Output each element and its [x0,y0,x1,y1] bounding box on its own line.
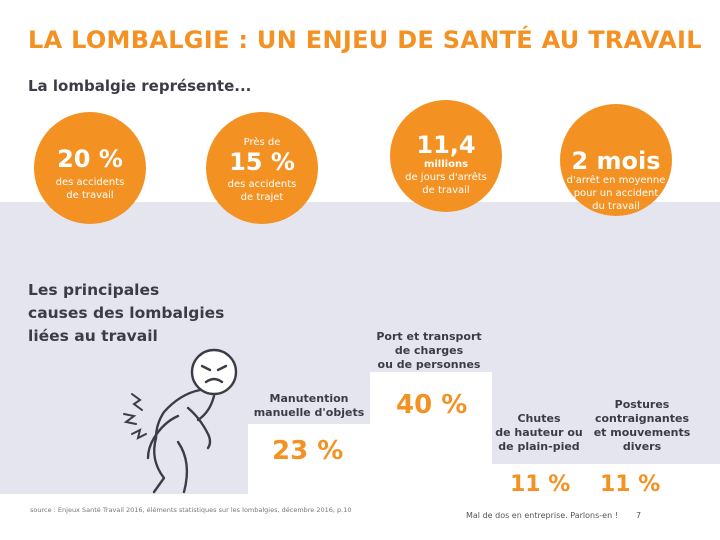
cause-label-manual-handling: Manutention manuelle d'objets [250,392,368,420]
cause-value-manual-handling: 23 % [272,436,344,466]
podium-step-carrying [370,372,492,494]
page-number: 7 [636,511,642,520]
cause-label-line: manuelle d'objets [253,406,365,419]
cause-label-line: de hauteur ou [495,426,583,439]
cause-value-postures: 11 % [600,472,661,497]
causes-heading-line: causes des lombalgies [28,304,225,322]
stat-value: 20 % [57,145,123,173]
stat-circle-commute-accidents: Près de 15 % des accidents de trajet [206,112,318,224]
podium-step-manual-handling [248,424,370,494]
footer-tagline: Mal de dos en entreprise. Parlons-en ! [466,511,618,520]
causes-heading-line: liées au travail [28,327,158,345]
cause-value-carrying: 40 % [396,390,468,420]
stat-line: des accidents [55,177,125,188]
cause-label-line: de plain-pied [498,440,580,453]
cause-label-line: Postures [614,398,670,411]
cause-label-line: de charges [394,344,464,357]
stat-pre: Près de [243,137,281,148]
cause-label-line: Manutention [269,392,349,405]
cause-label-falls: Chutes de hauteur ou de plain-pied [494,412,584,454]
cause-label-line: Port et transport [376,330,482,343]
cause-label-line: contraignantes [594,412,689,425]
stat-circle-work-accidents: 20 % des accidents de travail [34,112,146,224]
stat-line: des accidents [227,179,297,190]
stat-value: 15 % [229,148,295,176]
stat-line: d'arrêt en moyenne [566,175,666,186]
stat-line: de travail [422,185,470,196]
cause-label-line: et mouvements [593,426,691,439]
stat-value: 11,4 [416,131,476,159]
stat-line: de jours d'arrêts [405,172,487,183]
cause-label-line: ou de personnes [377,358,481,371]
page-title: LA LOMBALGIE : UN ENJEU DE SANTÉ AU TRAV… [28,26,702,54]
stat-line: pour un accident [573,188,659,199]
podium-step-other [492,464,720,494]
cause-label-carrying: Port et transport de charges ou de perso… [366,330,492,372]
back-pain-figure-icon [123,348,238,494]
stat-line: du travail [592,201,640,212]
stat-line: millions [423,159,469,170]
causes-heading-line: Les principales [28,281,160,299]
cause-label-postures: Postures contraignantes et mouvements di… [590,398,694,454]
page-subtitle: La lombalgie représente... [28,77,252,95]
stat-circle-lost-days: 11,4 millions de jours d'arrêts de trava… [390,100,502,212]
stat-line: de travail [66,190,114,201]
stat-circle-sick-leave: 2 mois d'arrêt en moyenne pour un accide… [560,104,672,216]
source-note: source : Enjeux Santé Travail 2016, élém… [30,506,352,514]
causes-heading: Les principales causes des lombalgies li… [28,279,224,348]
cause-value-falls: 11 % [510,472,571,497]
stat-line: de trajet [240,192,284,203]
cause-label-line: divers [622,440,662,453]
cause-label-line: Chutes [517,412,561,425]
stat-value: 2 mois [571,147,661,175]
